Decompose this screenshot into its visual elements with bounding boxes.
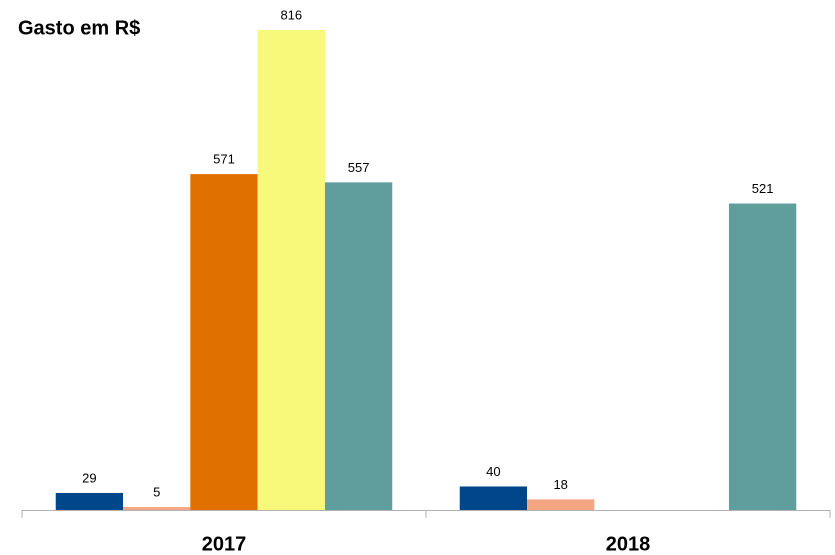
bar [728,203,797,510]
bar [257,30,325,510]
bar [324,182,393,510]
bar [123,507,191,510]
value-label: 521 [752,181,774,196]
value-label: 816 [280,7,302,22]
value-label: 29 [82,470,96,485]
value-label: 40 [486,464,500,479]
bar [527,499,595,510]
value-label: 557 [348,160,370,175]
value-label: 18 [553,477,567,492]
bar [190,174,258,510]
chart-title: Gasto em R$ [18,17,140,39]
value-label: 5 [153,484,160,499]
x-tick-label: 2017 [202,533,247,555]
bar [459,486,528,510]
bar [55,492,124,510]
value-label: 571 [213,152,235,167]
x-tick-label: 2018 [606,533,651,555]
